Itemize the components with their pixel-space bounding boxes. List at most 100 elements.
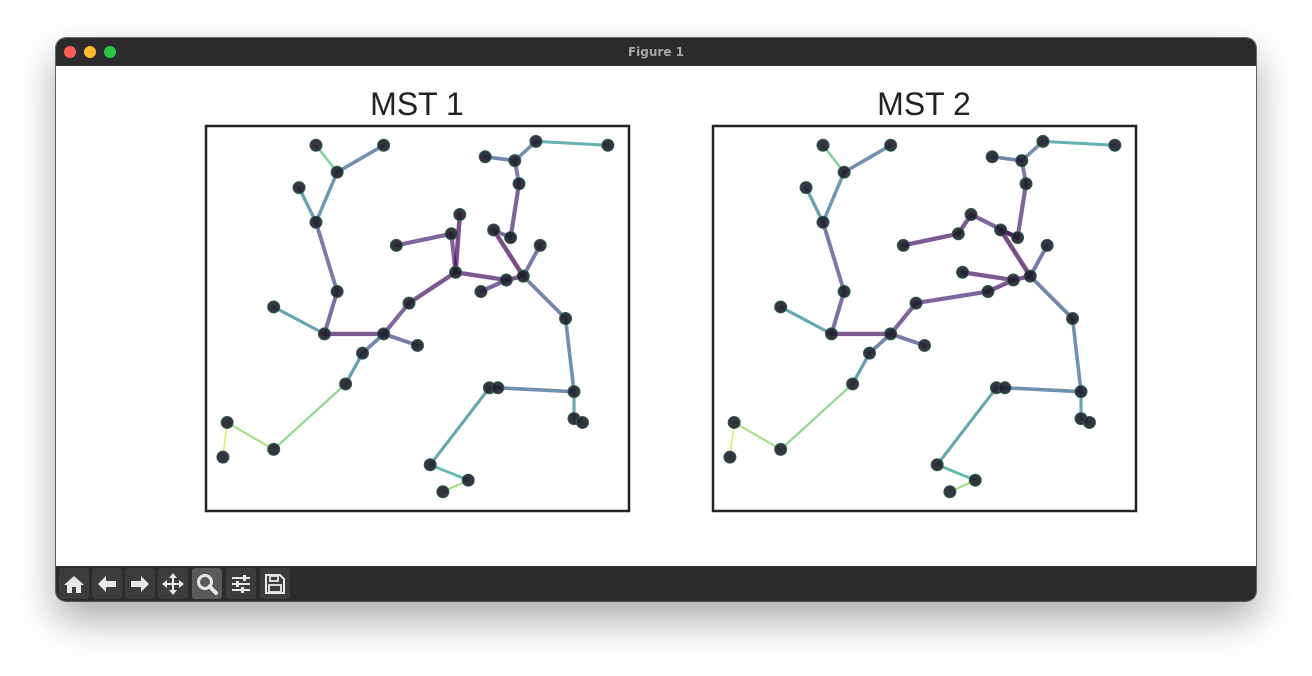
mst-edge	[960, 270, 1016, 283]
graph-node	[377, 327, 391, 341]
graph-node	[423, 458, 437, 472]
mst-edge	[913, 289, 991, 306]
mst-edge	[901, 231, 961, 248]
mst-edge	[314, 220, 340, 294]
graph-node	[267, 442, 281, 456]
graph-node	[1015, 154, 1029, 168]
mst-edge	[842, 143, 893, 174]
graph-node	[909, 296, 923, 310]
graph-node	[317, 327, 331, 341]
nav-toolbar	[56, 566, 1256, 601]
graph-node	[964, 208, 978, 222]
graph-node	[449, 265, 463, 279]
subplot-mst-1: MST 1	[204, 86, 631, 513]
save-button[interactable]	[260, 568, 290, 599]
home-button[interactable]	[59, 568, 89, 599]
graph-node	[478, 150, 492, 164]
zoom-window-button[interactable]	[104, 46, 116, 58]
graph-node	[774, 442, 788, 456]
mst-edge	[406, 270, 458, 306]
subplot-mst-2: MST 2	[711, 86, 1138, 513]
graph-node	[943, 485, 957, 499]
graph-node	[930, 458, 944, 472]
graph-node	[356, 346, 370, 360]
graph-node	[330, 165, 344, 179]
mst-edge	[1070, 316, 1083, 394]
graph-node	[863, 346, 877, 360]
mst-edge	[534, 139, 610, 147]
graph-node	[1023, 269, 1037, 283]
graph-node	[216, 450, 230, 464]
graph-node	[1011, 231, 1025, 245]
graph-node	[816, 138, 830, 152]
mst-edge	[496, 385, 576, 394]
mst-edge	[1003, 385, 1083, 394]
graph-node	[377, 138, 391, 152]
node-group-1	[216, 134, 615, 499]
graph-node	[512, 177, 526, 191]
mst-edge	[272, 382, 347, 451]
figure-canvas[interactable]: MST 1 MST 2	[56, 66, 1256, 566]
graph-node	[453, 208, 467, 222]
mst-edge	[491, 227, 526, 279]
graph-node	[220, 415, 234, 429]
window-title: Figure 1	[627, 45, 685, 59]
graph-node	[474, 285, 488, 299]
graph-node	[529, 134, 543, 148]
mst-edge	[335, 143, 386, 174]
graph-node	[491, 381, 505, 395]
back-button[interactable]	[92, 568, 122, 599]
mst-edge	[521, 274, 568, 321]
node-group-2	[723, 134, 1122, 499]
mst-edge	[453, 270, 509, 283]
figure-window: Figure 1 MST 1 MST 2	[56, 38, 1256, 601]
zoom-magnifier-icon	[197, 574, 218, 595]
graph-node	[389, 238, 403, 252]
mst-edge	[1041, 139, 1117, 147]
graph-node	[727, 415, 741, 429]
graph-node	[436, 485, 450, 499]
graph-node	[508, 154, 522, 168]
graph-node	[402, 296, 416, 310]
forward-button[interactable]	[125, 568, 155, 599]
zoom-button[interactable]	[192, 568, 222, 599]
save-floppy-icon	[265, 574, 285, 594]
axes-frame-2	[711, 124, 1138, 513]
graph-node	[567, 385, 581, 399]
graph-node	[884, 138, 898, 152]
graph-node	[339, 377, 353, 391]
mst-edge	[935, 463, 977, 482]
graph-node	[559, 312, 573, 325]
figure-svg: MST 1 MST 2	[204, 86, 1138, 513]
close-button[interactable]	[64, 46, 76, 58]
forward-arrow-icon	[131, 576, 149, 592]
graph-node	[1066, 312, 1080, 325]
configure-subplots-button[interactable]	[226, 568, 256, 599]
mst-edge	[381, 301, 412, 336]
graph-node	[981, 285, 995, 299]
graph-node	[837, 285, 851, 299]
graph-node	[601, 138, 615, 152]
graph-node	[799, 181, 813, 195]
graph-node	[956, 265, 970, 279]
home-icon	[64, 576, 84, 593]
graph-node	[499, 273, 513, 287]
mst-edge	[829, 289, 847, 336]
graph-node	[723, 450, 737, 464]
pan-button[interactable]	[158, 568, 188, 599]
graph-node	[330, 285, 344, 299]
mst-edge	[1028, 274, 1075, 321]
minimize-button[interactable]	[84, 46, 96, 58]
graph-node	[774, 300, 788, 314]
mst-edge	[428, 463, 470, 482]
configure-subplots-icon	[232, 575, 250, 593]
mst-edge	[1015, 181, 1029, 240]
mst-edge	[322, 289, 340, 336]
title-bar: Figure 1	[56, 38, 1256, 66]
graph-node	[837, 165, 851, 179]
graph-node	[309, 215, 323, 229]
mst-edge	[314, 170, 339, 224]
mst-edge	[428, 386, 491, 467]
graph-node	[1082, 415, 1096, 429]
mst-edge	[272, 305, 327, 336]
